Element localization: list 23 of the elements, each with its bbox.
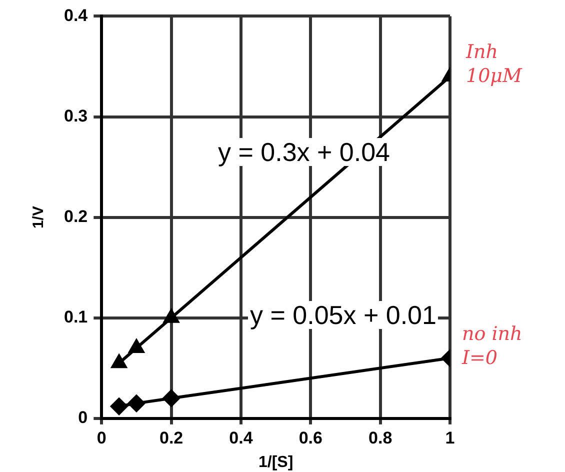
x-axis-title: 1/[S] <box>258 454 294 471</box>
y-tick-label: 0 <box>78 408 88 428</box>
point <box>164 309 179 323</box>
annotation: y = 0.3x + 0.04 <box>216 137 392 167</box>
text: Inh 10μM <box>466 40 524 88</box>
x-tick-label: 0.2 <box>159 428 184 448</box>
point <box>128 340 144 354</box>
x-tick-label: 0.4 <box>229 428 254 448</box>
y-tick-label: 0.1 <box>64 308 88 327</box>
x-tick-label: 1 <box>445 428 455 448</box>
x-tick-label: 0 <box>96 428 106 448</box>
y-axis-title: 1/V <box>30 206 48 229</box>
x-tick-label: 0.6 <box>298 428 322 448</box>
y-tick-label: 0.2 <box>64 206 88 226</box>
y-tick-label: 0.3 <box>64 106 88 126</box>
x-tick-label: 0.8 <box>368 428 392 448</box>
point <box>162 390 180 407</box>
text: no inh I=0 <box>462 322 524 370</box>
point <box>110 398 128 415</box>
annotation: y = 0.05x + 0.01 <box>248 300 438 330</box>
y-tick-label: 0.4 <box>64 6 88 25</box>
point <box>111 354 127 368</box>
point <box>128 394 145 412</box>
